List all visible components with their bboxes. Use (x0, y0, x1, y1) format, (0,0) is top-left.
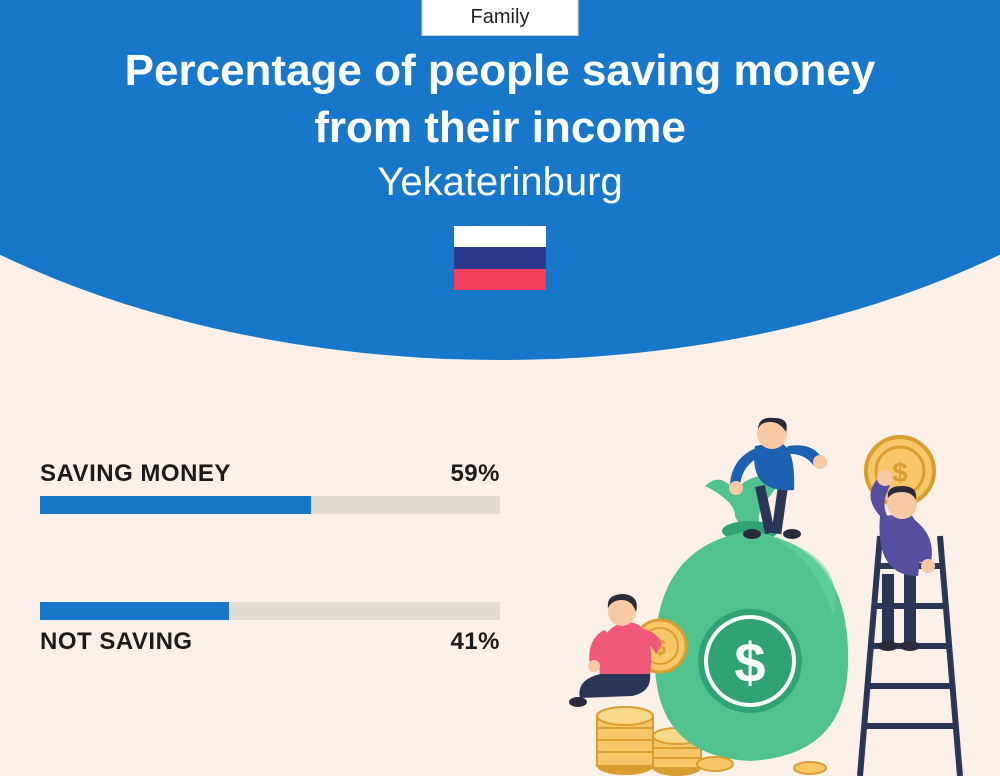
flag-stripe-1 (454, 226, 546, 247)
flag-stripe-2 (454, 247, 546, 268)
subtitle: Yekaterinburg (0, 160, 1000, 205)
bar-label-row: SAVING MONEY 59% (40, 460, 500, 488)
category-label: Family (471, 6, 530, 28)
savings-illustration: $ $ (560, 416, 980, 776)
svg-text:$: $ (734, 631, 765, 694)
bar-track (40, 602, 500, 620)
svg-text:$: $ (892, 457, 908, 488)
bar-label: NOT SAVING (40, 628, 193, 656)
bar-value: 59% (450, 460, 500, 488)
coin-icon (697, 757, 733, 771)
bars-area: SAVING MONEY 59% NOT SAVING 41% (40, 460, 500, 656)
bar-track (40, 496, 500, 514)
bar-fill (40, 602, 229, 620)
coin-stack-icon (597, 707, 653, 775)
savings-svg: $ $ (560, 416, 980, 776)
bar-fill (40, 496, 311, 514)
category-chip: Family (422, 0, 579, 36)
bar-value: 41% (450, 628, 500, 656)
bar-label: SAVING MONEY (40, 460, 231, 488)
bar-group-notsaving: NOT SAVING 41% (40, 602, 500, 656)
bar-group-saving: SAVING MONEY 59% (40, 460, 500, 514)
flag-stripe-3 (454, 269, 546, 290)
coin-icon (794, 762, 826, 774)
title-line2: from their income (0, 99, 1000, 156)
bar-label-row: NOT SAVING 41% (40, 628, 500, 656)
title-block: Percentage of people saving money from t… (0, 42, 1000, 205)
money-bag-icon: $ (655, 475, 848, 761)
flag-icon (454, 226, 546, 290)
title-line1: Percentage of people saving money (0, 42, 1000, 99)
